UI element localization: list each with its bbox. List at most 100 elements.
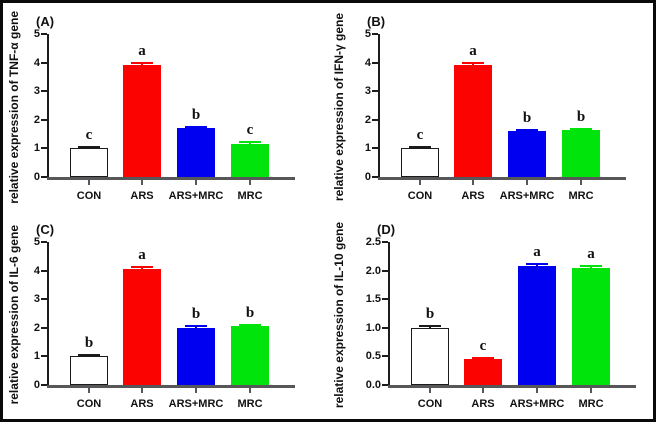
- x-tick: [195, 388, 197, 393]
- x-axis-label: MRC: [237, 398, 263, 410]
- bar-ars: [464, 359, 502, 385]
- sig-letter: a: [469, 42, 477, 59]
- error-bar-cap: [526, 263, 548, 266]
- error-bar-cap: [472, 356, 494, 359]
- x-tick: [482, 388, 484, 393]
- y-tick: [382, 326, 388, 329]
- y-axis-label-wrap: relative expression of TNF-α gene: [3, 3, 25, 211]
- y-tick-label: 0: [364, 171, 371, 183]
- y-tick-label: 4: [364, 56, 371, 69]
- y-tick-label: 4: [33, 264, 40, 277]
- error-bar-cap: [580, 265, 602, 268]
- x-tick: [249, 388, 251, 393]
- y-axis-label-wrap: relative expression of IL-10 gene: [328, 211, 350, 419]
- y-tick-label: 3: [33, 293, 40, 306]
- panel-a: relative expression of TNF-α gene (A) 0 1…: [3, 3, 328, 211]
- panel-label: (C): [36, 222, 55, 237]
- y-tick-label: 0.5: [365, 350, 381, 363]
- error-bar-cap: [516, 128, 538, 131]
- error-bar: [141, 267, 143, 270]
- y-tick: [382, 269, 388, 272]
- y-tick: [372, 176, 378, 178]
- y-tick-label: 2: [364, 113, 371, 126]
- y-tick-label: 0: [33, 379, 40, 391]
- y-tick: [41, 326, 47, 329]
- plot-area: 0.0 0.5 1.0 1.5 2.0 2.5 b CON c ARS a ARS+MRC a MRC: [366, 236, 636, 410]
- sig-letter: b: [245, 304, 255, 321]
- panel-c: relative expression of IL-6 gene (C) 0 1 2…: [3, 211, 328, 419]
- y-axis-label: relative expression of IFN-γ gene: [332, 12, 346, 202]
- x-tick: [536, 388, 538, 393]
- plot-area: 0 1 2 3 4 5 c CON a ARS b ARS+MRC c MRC: [34, 28, 295, 202]
- error-bar-cap: [185, 325, 207, 328]
- x-tick: [141, 180, 143, 185]
- y-tick: [41, 355, 47, 358]
- y-tick: [41, 147, 47, 150]
- x-axis-line: [378, 177, 626, 180]
- panel-label: (D): [377, 222, 396, 237]
- sig-letter: c: [416, 127, 424, 144]
- error-bar-cap: [570, 127, 592, 130]
- y-axis-line: [378, 34, 380, 177]
- bar-ars: [123, 269, 161, 385]
- y-axis-label: relative expression of IL-6 gene: [7, 225, 21, 405]
- x-tick: [195, 180, 197, 185]
- y-tick: [382, 355, 388, 358]
- y-axis-label-wrap: relative expression of IFN-γ gene: [328, 3, 350, 211]
- bar-ars: [123, 65, 161, 177]
- bar-mrc: [572, 267, 610, 385]
- x-axis-label: CON: [417, 398, 443, 410]
- x-tick: [88, 388, 90, 393]
- sig-letter: a: [587, 246, 595, 263]
- y-tick: [382, 298, 388, 301]
- y-tick-label: 2.5: [365, 236, 381, 248]
- sig-letter: a: [138, 247, 146, 264]
- y-axis-label: relative expression of TNF-α gene: [7, 10, 21, 204]
- error-bar: [141, 63, 143, 66]
- error-bar: [536, 264, 538, 267]
- error-bar-cap: [239, 323, 261, 326]
- bar-con: [70, 356, 108, 385]
- y-tick-label: 3: [364, 85, 371, 98]
- y-tick-label: 0: [33, 171, 40, 183]
- sig-letter: b: [425, 306, 435, 323]
- y-tick-label: 1: [33, 350, 40, 363]
- y-tick: [372, 33, 378, 35]
- error-bar-cap: [419, 325, 441, 328]
- y-tick-label: 5: [33, 236, 40, 248]
- x-axis-label: ARS+MRC: [509, 398, 565, 410]
- x-axis-line: [47, 385, 295, 388]
- x-axis-label: ARS+MRC: [168, 190, 224, 202]
- x-axis-label: ARS: [461, 190, 485, 202]
- y-tick-label: 5: [364, 28, 371, 40]
- sig-letter: a: [138, 43, 146, 60]
- y-tick: [382, 241, 388, 243]
- y-tick: [372, 61, 378, 64]
- y-tick: [41, 33, 47, 35]
- y-tick: [41, 90, 47, 93]
- y-tick-label: 4: [33, 56, 40, 69]
- x-axis-line: [388, 385, 636, 388]
- y-tick-label: 2: [33, 321, 40, 334]
- error-bar-cap: [131, 266, 153, 269]
- panel-b: relative expression of IFN-γ gene (B) 0 1…: [328, 3, 653, 211]
- x-tick: [590, 388, 592, 393]
- x-axis-label: ARS: [130, 398, 154, 410]
- y-tick-label: 0.0: [365, 379, 381, 391]
- y-tick-label: 1.0: [365, 321, 381, 334]
- y-tick-label: 2.0: [365, 264, 381, 277]
- bar-mrc: [231, 144, 269, 177]
- bar-ars+mrc: [518, 266, 556, 385]
- x-tick: [141, 388, 143, 393]
- error-bar-cap: [78, 145, 100, 148]
- sig-letter: b: [84, 335, 94, 352]
- y-tick: [382, 384, 388, 386]
- x-tick: [249, 180, 251, 185]
- error-bar-cap: [131, 62, 153, 65]
- x-tick: [472, 180, 474, 185]
- y-tick-label: 1: [364, 142, 371, 155]
- y-tick-label: 1: [33, 142, 40, 155]
- y-tick: [41, 269, 47, 272]
- y-tick-label: 3: [33, 85, 40, 98]
